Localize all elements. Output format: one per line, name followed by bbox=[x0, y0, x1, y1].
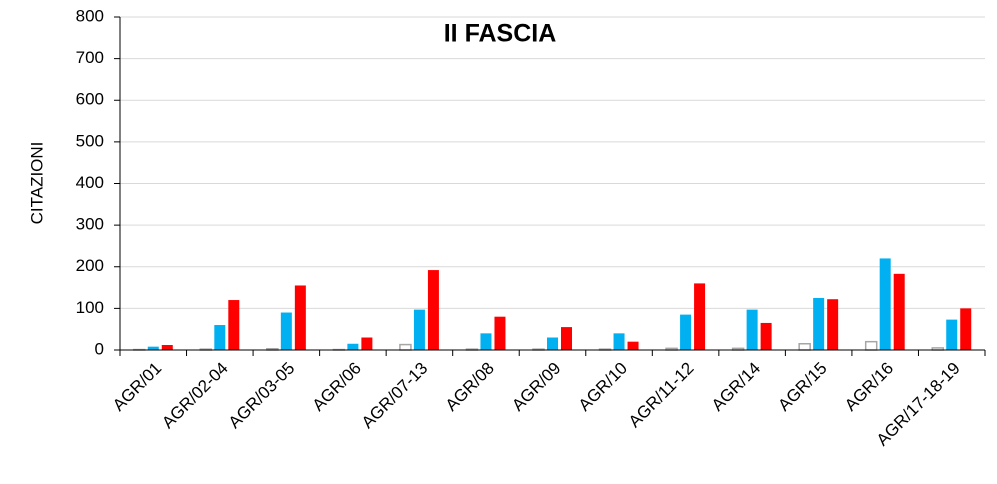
bar bbox=[893, 273, 905, 350]
bar bbox=[827, 299, 839, 350]
bar bbox=[294, 285, 306, 350]
x-tick-label: AGR/15 bbox=[774, 359, 830, 415]
bar bbox=[413, 309, 425, 350]
x-tick-label: AGR/10 bbox=[575, 359, 631, 415]
x-tick-label: AGR/08 bbox=[442, 359, 498, 415]
bar bbox=[161, 345, 173, 350]
bar bbox=[960, 308, 972, 350]
bar bbox=[214, 325, 226, 350]
x-tick-label: AGR/03-05 bbox=[225, 359, 299, 433]
bar bbox=[561, 327, 572, 350]
bar bbox=[547, 337, 558, 350]
y-tick-label: 500 bbox=[76, 131, 104, 150]
chart-title: II FASCIA bbox=[444, 20, 557, 48]
bar bbox=[147, 346, 159, 350]
bar bbox=[760, 322, 772, 350]
bar bbox=[627, 341, 639, 350]
x-tick-label: AGR/09 bbox=[508, 359, 564, 415]
x-tick-label: AGR/01 bbox=[109, 359, 165, 415]
bar bbox=[480, 333, 492, 350]
bar bbox=[280, 312, 292, 350]
x-tick-label: AGR/11-12 bbox=[625, 359, 698, 432]
x-tick-label: AGR/07-13 bbox=[358, 359, 432, 433]
bar bbox=[361, 337, 373, 350]
bar bbox=[228, 300, 240, 350]
x-tick-label: AGR/02-04 bbox=[158, 359, 232, 433]
bar bbox=[347, 343, 359, 350]
bar bbox=[494, 316, 506, 350]
x-tick-label: AGR/16 bbox=[841, 359, 897, 415]
bar bbox=[427, 270, 439, 350]
bar bbox=[613, 333, 625, 350]
bar bbox=[680, 314, 692, 350]
y-tick-label: 700 bbox=[76, 48, 104, 67]
bar bbox=[813, 297, 825, 350]
y-tick-label: 100 bbox=[76, 298, 104, 317]
bar bbox=[798, 343, 811, 351]
bar bbox=[946, 319, 958, 350]
y-tick-label: 400 bbox=[76, 173, 104, 192]
y-tick-label: 300 bbox=[76, 215, 104, 234]
y-axis-label: CITAZIONI bbox=[27, 142, 46, 225]
bar bbox=[746, 309, 758, 350]
y-tick-label: 200 bbox=[76, 256, 104, 275]
bar bbox=[399, 343, 412, 351]
x-tick-label: AGR/06 bbox=[309, 359, 365, 415]
y-tick-label: 600 bbox=[76, 90, 104, 109]
bar bbox=[694, 283, 706, 350]
y-tick-label: 800 bbox=[76, 6, 104, 25]
bar bbox=[864, 340, 878, 351]
y-tick-label: 0 bbox=[95, 339, 104, 358]
bar bbox=[879, 258, 891, 350]
x-tick-label: AGR/14 bbox=[708, 359, 764, 415]
